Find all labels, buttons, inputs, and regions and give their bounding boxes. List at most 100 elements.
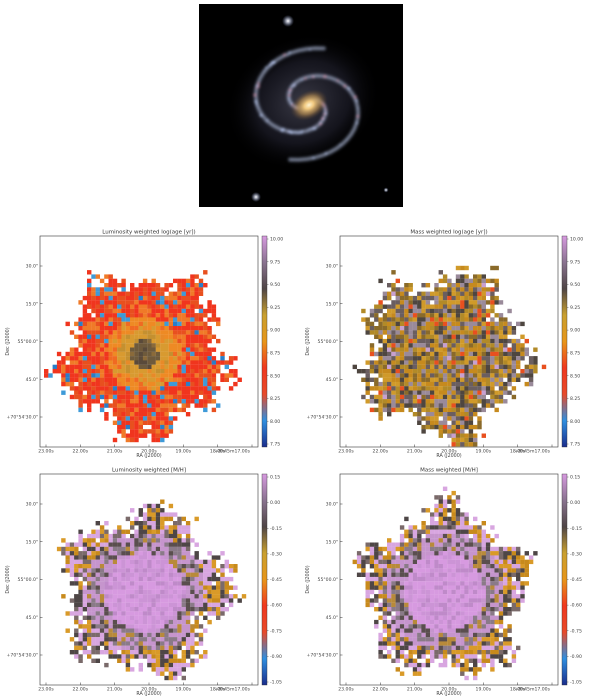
map-pixel xyxy=(160,559,165,565)
map-pixel xyxy=(121,399,126,404)
map-pixel xyxy=(138,373,143,378)
map-pixel xyxy=(408,572,413,577)
map-pixel xyxy=(112,326,118,331)
map-pixel xyxy=(130,433,135,438)
map-pixel xyxy=(485,607,491,612)
y-axis-label: Dec (J2000) xyxy=(305,565,311,593)
map-pixel xyxy=(125,343,131,348)
map-pixel xyxy=(442,338,448,344)
map-pixel xyxy=(408,403,413,408)
map-pixel xyxy=(99,589,105,595)
map-pixel xyxy=(421,662,426,668)
map-pixel xyxy=(142,326,148,331)
map-pixel xyxy=(460,377,465,382)
map-pixel xyxy=(434,308,439,314)
map-pixel xyxy=(460,407,465,413)
map-pixel xyxy=(87,555,92,560)
map-pixel xyxy=(151,420,156,425)
map-pixel xyxy=(216,598,221,603)
map-pixel xyxy=(207,386,212,391)
map-pixel xyxy=(378,308,383,314)
map-pixel xyxy=(155,632,161,638)
map-pixel xyxy=(485,330,491,335)
map-pixel xyxy=(464,654,469,659)
map-pixel xyxy=(421,611,426,616)
map-pixel xyxy=(121,538,126,543)
map-pixel xyxy=(451,512,456,517)
map-pixel xyxy=(87,637,92,642)
map-pixel xyxy=(95,594,100,599)
map-pixel xyxy=(155,589,161,595)
map-pixel xyxy=(438,628,443,633)
map-pixel xyxy=(224,559,229,565)
map-pixel xyxy=(82,321,88,327)
map-pixel xyxy=(155,373,161,378)
map-pixel xyxy=(160,645,165,651)
map-pixel xyxy=(464,381,469,387)
map-pixel xyxy=(177,308,182,314)
map-pixel xyxy=(151,416,156,421)
map-pixel xyxy=(220,360,225,365)
map-pixel xyxy=(382,291,388,296)
map-pixel xyxy=(485,313,491,318)
map-pixel xyxy=(177,658,182,663)
map-pixel xyxy=(130,546,135,552)
map-pixel xyxy=(451,658,456,663)
star-knot xyxy=(312,156,315,160)
map-pixel xyxy=(412,369,418,374)
map-pixel xyxy=(155,424,161,430)
map-pixel xyxy=(507,356,512,361)
map-pixel xyxy=(194,390,199,395)
map-pixel xyxy=(442,598,448,603)
map-pixel xyxy=(108,326,113,331)
map-pixel xyxy=(468,283,474,288)
map-pixel xyxy=(142,632,148,638)
map-pixel xyxy=(369,377,375,382)
map-pixel xyxy=(391,542,396,547)
map-pixel xyxy=(82,602,88,608)
map-pixel xyxy=(473,645,478,651)
map-pixel xyxy=(185,585,191,590)
map-pixel xyxy=(87,300,92,305)
map-pixel xyxy=(108,632,113,638)
map-pixel xyxy=(399,287,405,292)
map-pixel xyxy=(185,632,191,638)
map-pixel xyxy=(464,525,469,530)
map-pixel xyxy=(134,394,139,400)
map-pixel xyxy=(404,317,409,322)
map-pixel xyxy=(485,551,491,556)
map-pixel xyxy=(177,373,182,378)
x-tick-label: 20.00s xyxy=(141,687,157,693)
map-pixel xyxy=(464,416,469,421)
map-pixel xyxy=(181,581,186,586)
map-pixel xyxy=(490,594,495,599)
map-pixel xyxy=(404,551,409,556)
map-pixel xyxy=(494,283,499,288)
map-pixel xyxy=(224,585,229,590)
map-pixel xyxy=(130,416,135,421)
x-tick-label: 21.00s xyxy=(107,687,123,693)
map-pixel xyxy=(130,287,135,292)
map-pixel xyxy=(173,304,178,309)
map-pixel xyxy=(134,568,139,573)
map-pixel xyxy=(203,330,208,335)
map-pixel xyxy=(185,283,191,288)
map-pixel xyxy=(447,521,452,526)
map-pixel xyxy=(473,390,478,395)
map-pixel xyxy=(464,572,469,577)
x-tick-label: +8h45m17.00s xyxy=(514,687,550,693)
map-pixel xyxy=(408,343,413,348)
map-pixel xyxy=(387,313,392,318)
map-pixel xyxy=(395,637,400,642)
map-pixel xyxy=(460,585,465,590)
map-pixel xyxy=(95,559,100,565)
map-pixel xyxy=(451,308,456,314)
x-axis-label: RA (J2000) xyxy=(436,453,461,459)
map-pixel xyxy=(142,386,148,391)
map-pixel xyxy=(151,424,156,430)
map-pixel xyxy=(473,351,478,357)
map-pixel xyxy=(138,390,143,395)
map-pixel xyxy=(173,576,178,582)
map-pixel xyxy=(173,671,178,676)
map-pixel xyxy=(399,619,405,625)
